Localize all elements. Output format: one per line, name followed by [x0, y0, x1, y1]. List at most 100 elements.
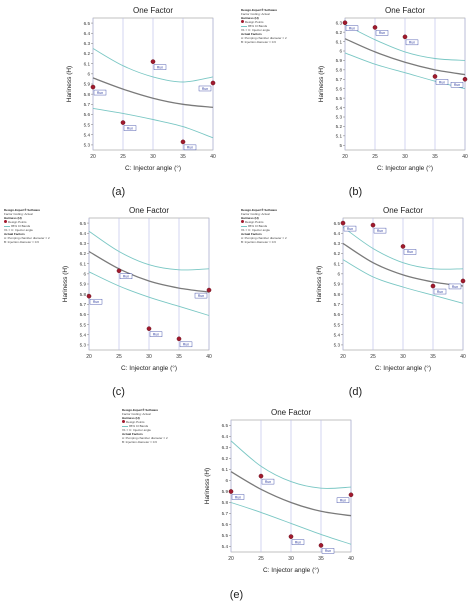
design-point	[400, 244, 406, 249]
factor-b-caption: B: Injection diameter = 0.6	[241, 40, 311, 44]
y-tick-label: 5.7	[336, 77, 343, 82]
ci-upper-band	[342, 226, 464, 270]
y-tick-label: 5	[339, 143, 342, 148]
software-caption-text: Design-Expert® Software	[4, 208, 41, 212]
run-label-box	[231, 494, 245, 500]
y-tick-label: 6.4	[222, 434, 229, 439]
run-label-box	[149, 331, 163, 337]
design-points-caption: Design Points	[241, 220, 311, 224]
design-info-legend: Design-Expert® Software Factor Coding: Ac…	[122, 408, 192, 444]
design-point-marker-icon	[241, 220, 244, 223]
run-label-box	[375, 30, 389, 36]
chart-title: One Factor	[129, 206, 169, 215]
ci-upper-band	[92, 48, 214, 83]
y-tick-label: 5.8	[222, 500, 229, 505]
ci-upper-band	[230, 440, 352, 489]
x-axis-label: C: Injector angle (°)	[121, 364, 177, 372]
design-info-legend: Design-Expert® Software Factor Coding: Ac…	[241, 208, 311, 244]
y-tick-label: 5.8	[336, 68, 343, 73]
factor-a-caption-text: A: Pumping chamber diameter = 2	[241, 36, 287, 40]
chart-panel-d: One Factor 20 25 30 35 40 5.3 5.4 5.5 5.6 5.7 5.8 5.…	[237, 200, 474, 400]
run-label: Run	[349, 27, 355, 31]
run-label-box	[123, 125, 137, 131]
run-label-box	[291, 539, 305, 545]
design-point	[342, 20, 348, 26]
factor-caption: X1 = C: Injector angle	[122, 428, 192, 432]
actual-factors-caption: Actual Factors	[122, 432, 192, 436]
y-tick-label: 5.9	[336, 58, 343, 63]
run-label: Run	[295, 540, 301, 544]
design-point	[90, 84, 96, 90]
run-label-box	[153, 64, 167, 70]
y-tick-label: 6.1	[80, 261, 87, 266]
y-tick-label: 5.5	[222, 533, 229, 538]
chart-panel-e: One Factor 20 25 30 35 40 5.4 5.5 5.6 5.7 5.8 5.9 6 6…	[118, 400, 355, 603]
y-tick-label: 5.5	[80, 322, 87, 327]
x-tick-label: 40	[462, 154, 468, 160]
run-label: Run	[439, 80, 445, 84]
run-label: Run	[97, 91, 103, 95]
factor-b-caption: B: Injection diameter = 0.6	[122, 440, 192, 444]
ci-caption: 95% CI Bands	[241, 224, 311, 228]
run-label: Run	[325, 549, 331, 553]
transform-caption-text: Factor Coding: Actual	[241, 212, 270, 216]
actual-factors-caption-text: Actual Factors	[4, 232, 25, 236]
transform-caption: Factor Coding: Actual	[4, 212, 74, 216]
run-label: Run	[93, 300, 99, 304]
y-tick-label: 5.7	[222, 511, 229, 516]
ci-caption: 95% CI Bands	[4, 224, 74, 228]
y-tick-label: 5.5	[84, 122, 91, 127]
run-label-box	[93, 89, 107, 96]
factor-caption: X1 = C: Injector angle	[4, 228, 74, 232]
y-tick-label: 5.6	[80, 312, 87, 317]
software-caption: Design-Expert® Software	[122, 408, 192, 412]
y-axis-label: Hariness (H)	[62, 266, 69, 302]
y-tick-label: 6.3	[336, 20, 343, 25]
y-tick-label: 6.5	[222, 423, 229, 428]
x-tick-label: 35	[318, 556, 324, 562]
transform-caption: Factor Coding: Actual	[241, 12, 311, 16]
run-label-box	[448, 283, 462, 290]
factor-b-caption-text: B: Injection diameter = 0.6	[122, 440, 157, 444]
run-label: Run	[153, 332, 159, 336]
x-tick-label: 30	[150, 154, 156, 160]
x-tick-label: 40	[348, 556, 354, 562]
ci-caption-text: 95% CI Bands	[248, 224, 268, 228]
x-axis-label: C: Injector angle (°)	[263, 566, 319, 574]
run-label-box	[403, 249, 417, 255]
transform-caption-text: Factor Coding: Actual	[4, 212, 33, 216]
fit-line	[88, 250, 210, 293]
y-tick-label: 6.4	[80, 231, 87, 236]
y-tick-label: 5.2	[336, 124, 343, 129]
x-tick-label: 40	[206, 354, 212, 360]
y-tick-label: 5.6	[336, 86, 343, 91]
design-point-marker-icon	[241, 20, 244, 23]
factor-caption-text: X1 = C: Injector angle	[122, 428, 151, 432]
run-label-box	[373, 227, 387, 234]
y-tick-label: 5.3	[336, 115, 343, 120]
factor-a-caption: A: Pumping chamber diameter = 2	[122, 436, 192, 440]
chart-svg-a: One Factor 20 25 30 35 40 5.3 5.4 5.5 5.6 5.7 5.8 5.…	[66, 6, 216, 172]
run-label-box	[450, 82, 464, 88]
design-points-caption-text: Design Points	[245, 20, 264, 24]
y-tick-label: 5.4	[84, 132, 91, 137]
factor-caption-text: X1 = C: Injector angle	[241, 228, 270, 232]
y-axis-label: Hariness (H)	[66, 66, 73, 102]
y-tick-label: 5.5	[334, 322, 341, 327]
ci-lower-band	[88, 271, 210, 316]
chart-panel-a: One Factor 20 25 30 35 40 5.3 5.4 5.5 5.6 5.7 5.8 5.…	[0, 0, 237, 200]
y-tick-label: 5.3	[84, 143, 91, 148]
software-caption-text: Design-Expert® Software	[241, 8, 278, 12]
run-label: Run	[347, 227, 353, 231]
factor-caption-text: X1 = C: Injector angle	[241, 28, 270, 32]
y-tick-label: 5.5	[336, 96, 343, 101]
run-label-box	[321, 548, 335, 554]
y-tick-label: 6.2	[334, 251, 341, 256]
design-point	[318, 543, 324, 548]
y-tick-label: 5.1	[336, 134, 343, 139]
y-tick-label: 5.3	[80, 343, 87, 348]
x-tick-label: 40	[460, 354, 466, 360]
response-caption: Hariness (H)	[241, 216, 311, 220]
y-tick-label: 5.8	[80, 292, 87, 297]
run-label: Run	[454, 83, 460, 87]
